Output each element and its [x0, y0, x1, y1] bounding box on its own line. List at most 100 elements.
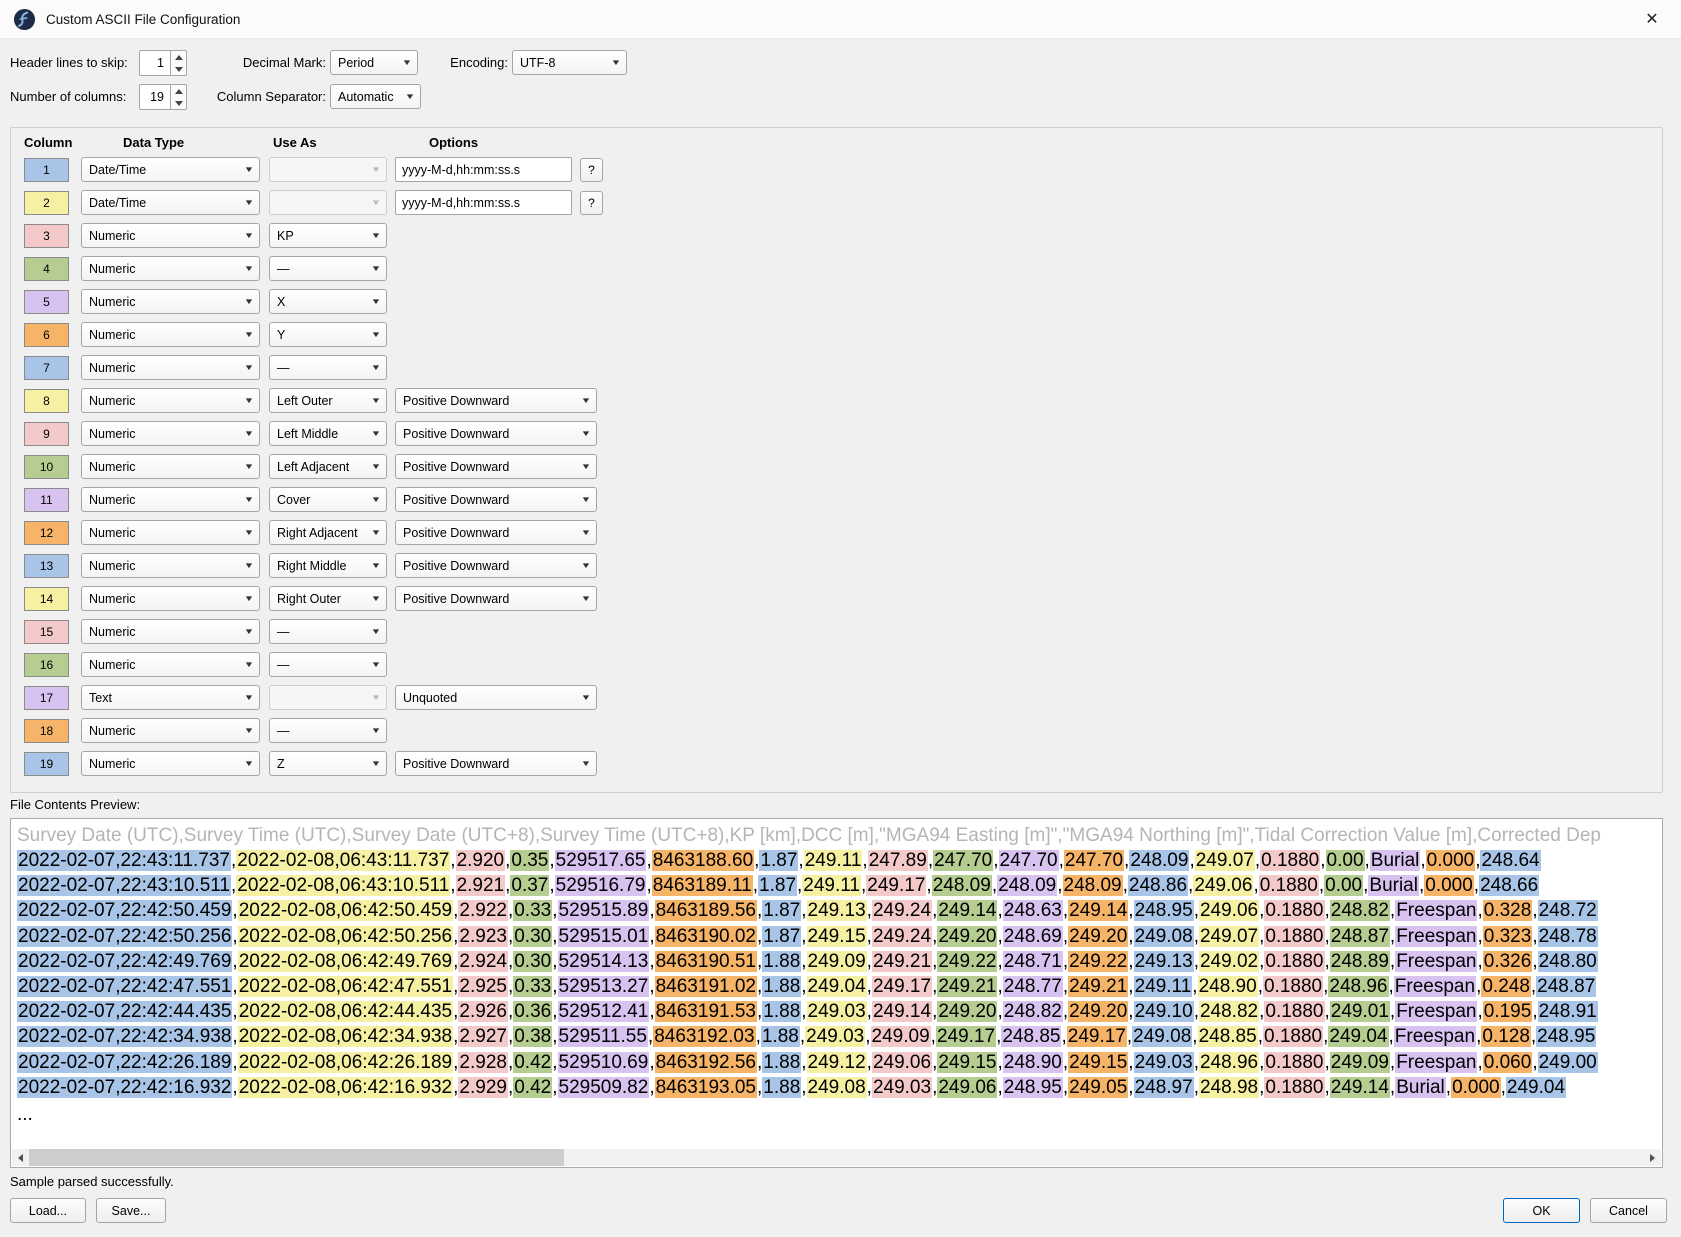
use-as-select[interactable]: Cover ▼ — [269, 487, 387, 512]
data-type-select[interactable]: Text ▼ — [81, 685, 260, 710]
column-separator-label: Column Separator: — [216, 89, 326, 104]
use-as-select[interactable]: Left Outer ▼ — [269, 388, 387, 413]
chevron-down-icon: ▼ — [580, 462, 592, 471]
option-select[interactable]: Positive Downward ▼ — [395, 586, 597, 611]
chevron-down-icon: ▼ — [243, 198, 255, 207]
datetime-format-input[interactable] — [395, 157, 572, 182]
option-select[interactable]: Positive Downward ▼ — [395, 388, 597, 413]
column-config-row-14: 14 Numeric ▼ Right Outer ▼ Positive Downward ▼ — [11, 586, 1662, 611]
scrollbar-thumb[interactable] — [29, 1149, 564, 1166]
chevron-down-icon: ▼ — [580, 693, 592, 702]
column-number-badge: 6 — [24, 322, 69, 347]
ok-button[interactable]: OK — [1503, 1198, 1580, 1223]
chevron-down-icon: ▼ — [580, 396, 592, 405]
data-type-select[interactable]: Numeric ▼ — [81, 322, 260, 347]
option-select[interactable]: Positive Downward ▼ — [395, 421, 597, 446]
chevron-down-icon: ▼ — [370, 165, 382, 174]
data-type-select[interactable]: Numeric ▼ — [81, 355, 260, 380]
decimal-mark-label: Decimal Mark: — [242, 55, 326, 70]
chevron-down-icon: ▼ — [243, 759, 255, 768]
num-columns-spin-buttons — [171, 84, 187, 110]
data-type-select[interactable]: Numeric ▼ — [81, 520, 260, 545]
data-type-select[interactable]: Numeric ▼ — [81, 223, 260, 248]
use-as-select[interactable]: — ▼ — [269, 619, 387, 644]
data-type-select[interactable]: Numeric ▼ — [81, 388, 260, 413]
chevron-down-icon: ▼ — [243, 297, 255, 306]
spin-up-button[interactable] — [171, 85, 186, 97]
data-type-select[interactable]: Numeric ▼ — [81, 619, 260, 644]
data-type-select[interactable]: Numeric ▼ — [81, 256, 260, 281]
use-as-select[interactable]: Left Middle ▼ — [269, 421, 387, 446]
header-lines-value[interactable]: 1 — [139, 50, 171, 76]
scrollbar-track[interactable] — [29, 1149, 1644, 1166]
data-type-select[interactable]: Date/Time ▼ — [81, 190, 260, 215]
data-type-select[interactable]: Numeric ▼ — [81, 586, 260, 611]
option-select[interactable]: Positive Downward ▼ — [395, 454, 597, 479]
chevron-down-icon: ▼ — [580, 528, 592, 537]
data-type-select[interactable]: Numeric ▼ — [81, 421, 260, 446]
use-as-select[interactable]: — ▼ — [269, 355, 387, 380]
option-select[interactable]: Positive Downward ▼ — [395, 751, 597, 776]
data-type-select[interactable]: Numeric ▼ — [81, 487, 260, 512]
header-lines-spinner: 1 — [139, 50, 187, 76]
use-as-select[interactable]: — ▼ — [269, 256, 387, 281]
use-as-select[interactable]: — ▼ — [269, 718, 387, 743]
chevron-down-icon: ▼ — [243, 462, 255, 471]
triangle-down-icon — [174, 100, 183, 106]
format-help-button[interactable]: ? — [580, 190, 603, 215]
use-as-select[interactable]: Right Outer ▼ — [269, 586, 387, 611]
chevron-down-icon: ▼ — [370, 726, 382, 735]
encoding-select[interactable]: UTF-8 ▼ — [512, 50, 627, 75]
chevron-down-icon: ▼ — [370, 429, 382, 438]
option-select[interactable]: Unquoted ▼ — [395, 685, 597, 710]
data-type-select[interactable]: Numeric ▼ — [81, 718, 260, 743]
triangle-up-icon — [174, 54, 183, 60]
column-config-row-3: 3 Numeric ▼ KP ▼ — [11, 223, 1662, 248]
chevron-down-icon: ▼ — [580, 561, 592, 570]
use-as-select[interactable]: Right Middle ▼ — [269, 553, 387, 578]
num-columns-value[interactable]: 19 — [139, 84, 171, 110]
spin-down-button[interactable] — [171, 97, 186, 109]
column-config-row-11: 11 Numeric ▼ Cover ▼ Positive Downward ▼ — [11, 487, 1662, 512]
data-type-select[interactable]: Numeric ▼ — [81, 751, 260, 776]
save-button[interactable]: Save... — [96, 1198, 166, 1223]
chevron-down-icon: ▼ — [243, 627, 255, 636]
column-separator-select[interactable]: Automatic ▼ — [330, 84, 421, 109]
option-select[interactable]: Positive Downward ▼ — [395, 520, 597, 545]
cancel-button[interactable]: Cancel — [1590, 1198, 1667, 1223]
datetime-format-input[interactable] — [395, 190, 572, 215]
use-as-select[interactable]: Right Adjacent ▼ — [269, 520, 387, 545]
chevron-down-icon: ▼ — [243, 330, 255, 339]
data-type-select[interactable]: Numeric ▼ — [81, 289, 260, 314]
use-as-select[interactable]: Z ▼ — [269, 751, 387, 776]
column-number-badge: 15 — [24, 619, 69, 644]
spin-up-button[interactable] — [171, 51, 186, 63]
data-type-select[interactable]: Date/Time ▼ — [81, 157, 260, 182]
column-number-badge: 1 — [24, 157, 69, 182]
load-button[interactable]: Load... — [10, 1198, 86, 1223]
use-as-select[interactable]: Left Adjacent ▼ — [269, 454, 387, 479]
data-type-select[interactable]: Numeric ▼ — [81, 652, 260, 677]
use-as-select[interactable]: KP ▼ — [269, 223, 387, 248]
preview-row: 2022-02-07,22:42:47.551,2022-02-08,06:42… — [17, 975, 1597, 997]
use-as-select[interactable]: Y ▼ — [269, 322, 387, 347]
preview-row: 2022-02-07,22:43:10.511,2022-02-08,06:43… — [17, 875, 1540, 897]
option-select[interactable]: Positive Downward ▼ — [395, 487, 597, 512]
scroll-left-button[interactable] — [12, 1149, 29, 1166]
scroll-right-button[interactable] — [1644, 1149, 1661, 1166]
column-number-badge: 4 — [24, 256, 69, 281]
options-header: Options — [429, 135, 479, 150]
option-select[interactable]: Positive Downward ▼ — [395, 553, 597, 578]
spin-down-button[interactable] — [171, 63, 186, 75]
data-type-select[interactable]: Numeric ▼ — [81, 454, 260, 479]
chevron-down-icon: ▼ — [243, 429, 255, 438]
use-as-select[interactable]: X ▼ — [269, 289, 387, 314]
close-icon[interactable]: ✕ — [1645, 11, 1659, 28]
preview-row: 2022-02-07,22:42:34.938,2022-02-08,06:42… — [17, 1026, 1597, 1048]
use-as-select[interactable]: — ▼ — [269, 652, 387, 677]
data-type-select[interactable]: Numeric ▼ — [81, 553, 260, 578]
column-config-row-15: 15 Numeric ▼ — ▼ — [11, 619, 1662, 644]
decimal-mark-select[interactable]: Period ▼ — [330, 50, 418, 75]
use-as-select: ▼ — [269, 190, 387, 215]
format-help-button[interactable]: ? — [580, 157, 603, 182]
